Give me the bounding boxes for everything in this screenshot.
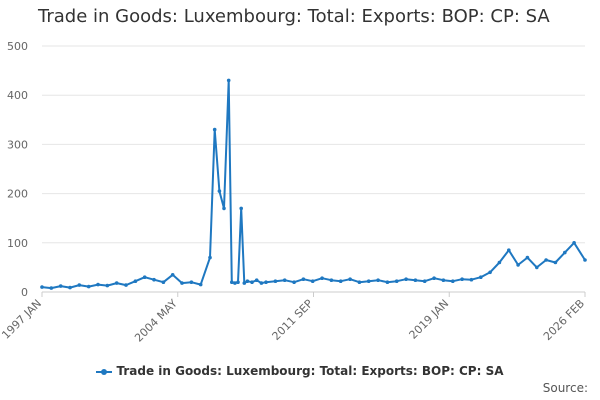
data-point[interactable] (68, 285, 72, 290)
data-point[interactable] (77, 283, 82, 287)
data-point[interactable] (114, 281, 119, 285)
data-point[interactable] (469, 277, 474, 282)
data-point[interactable] (422, 279, 427, 284)
data-point[interactable] (226, 78, 231, 83)
data-point[interactable] (40, 285, 44, 289)
data-point[interactable] (217, 189, 222, 193)
data-point[interactable] (86, 284, 91, 289)
data-point[interactable] (273, 279, 278, 284)
data-point[interactable] (583, 258, 587, 262)
data-point[interactable] (488, 270, 492, 275)
legend[interactable]: Trade in Goods: Luxembourg: Total: Expor… (0, 364, 600, 378)
y-tick-label: 300 (7, 138, 28, 151)
data-point[interactable] (133, 279, 138, 284)
data-point[interactable] (259, 281, 264, 285)
data-point[interactable] (310, 279, 315, 284)
data-point[interactable] (58, 284, 63, 288)
data-point[interactable] (413, 278, 418, 283)
data-point[interactable] (124, 283, 128, 287)
data-point[interactable] (198, 282, 203, 287)
data-point[interactable] (348, 277, 352, 282)
data-point[interactable] (497, 260, 502, 265)
data-point[interactable] (208, 255, 212, 260)
data-point[interactable] (189, 280, 194, 285)
data-point[interactable] (170, 273, 175, 277)
x-tick-label: 1997 JAN (0, 297, 44, 342)
gridlines (42, 45, 585, 293)
data-point[interactable] (152, 277, 156, 282)
data-point[interactable] (572, 241, 576, 245)
y-tick-label: 200 (7, 188, 28, 201)
data-point[interactable] (544, 258, 548, 262)
data-point[interactable] (366, 279, 371, 284)
data-point[interactable] (479, 275, 483, 280)
data-point[interactable] (432, 276, 436, 281)
x-tick-label: 2026 FEB (541, 297, 587, 343)
data-point[interactable] (507, 248, 511, 252)
data-point[interactable] (239, 206, 243, 211)
data-point[interactable] (105, 283, 110, 288)
data-point[interactable] (161, 280, 166, 285)
data-point[interactable] (222, 206, 226, 211)
data-point[interactable] (49, 286, 54, 290)
y-tick-label: 500 (7, 40, 28, 53)
data-point[interactable] (394, 279, 399, 284)
data-point[interactable] (96, 282, 100, 287)
data-point[interactable] (242, 281, 247, 285)
data-point[interactable] (376, 278, 380, 283)
data-point[interactable] (460, 277, 464, 282)
data-point[interactable] (233, 281, 237, 285)
x-tick-label: 2004 MAY (132, 297, 180, 345)
data-point[interactable] (516, 263, 520, 267)
x-tick-label: 2019 JAN (407, 297, 452, 342)
data-point[interactable] (385, 280, 390, 285)
data-point[interactable] (338, 279, 343, 284)
data-point[interactable] (451, 279, 455, 284)
series-group (40, 78, 587, 290)
y-tick-label: 0 (21, 286, 28, 299)
data-point[interactable] (254, 278, 259, 283)
y-axis: 0 100 200 300 400 500 (7, 40, 28, 299)
x-axis: 1997 JAN 2004 MAY 2011 SEP 2019 JAN 2026 FEB (0, 292, 587, 345)
data-point[interactable] (245, 279, 250, 284)
chart-title: Trade in Goods: Luxembourg: Total: Expor… (38, 6, 550, 27)
data-point[interactable] (292, 280, 296, 285)
data-point[interactable] (250, 280, 254, 285)
y-tick-label: 100 (7, 237, 28, 250)
data-point[interactable] (236, 280, 240, 285)
data-point[interactable] (404, 277, 408, 282)
data-point[interactable] (563, 250, 567, 255)
source-label: Source: (542, 381, 588, 395)
data-point[interactable] (320, 276, 324, 281)
legend-label: Trade in Goods: Luxembourg: Total: Expor… (116, 364, 504, 378)
data-point[interactable] (282, 278, 287, 283)
data-point[interactable] (441, 278, 446, 283)
data-point[interactable] (525, 255, 530, 260)
data-point[interactable] (230, 280, 234, 285)
data-point[interactable] (264, 280, 268, 285)
data-point[interactable] (535, 265, 539, 270)
data-point[interactable] (212, 127, 217, 132)
data-point[interactable] (142, 275, 147, 280)
legend-line-marker-icon (96, 367, 113, 377)
x-tick-label: 2011 SEP (270, 297, 316, 343)
data-point[interactable] (553, 260, 558, 265)
data-point[interactable] (329, 278, 334, 283)
data-point[interactable] (180, 281, 184, 285)
data-point[interactable] (301, 277, 306, 282)
series-line (41, 79, 586, 290)
data-point[interactable] (357, 280, 362, 285)
y-tick-label: 400 (7, 89, 28, 102)
